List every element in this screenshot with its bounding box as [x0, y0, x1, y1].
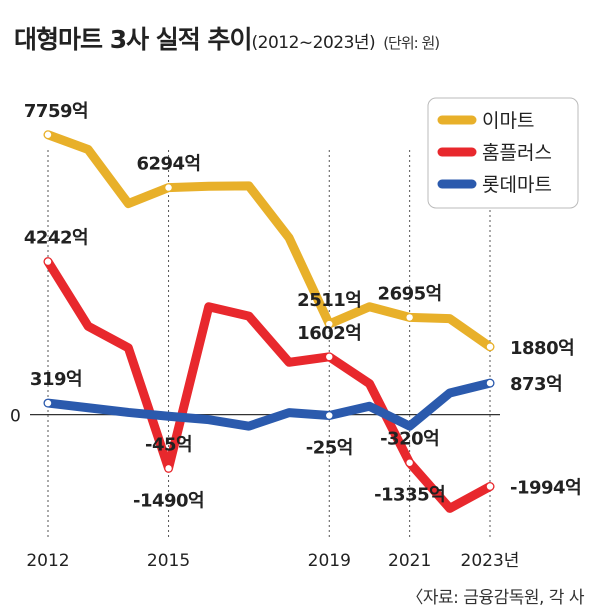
x-tick-label: 2021 [388, 551, 431, 571]
data-point [326, 353, 333, 361]
data-label: 1602억 [297, 323, 361, 344]
data-label: -1490억 [133, 490, 204, 511]
data-point [326, 320, 333, 328]
x-tick-label: 2019 [308, 551, 351, 571]
data-label: 4242억 [24, 228, 88, 249]
data-label: -25억 [306, 437, 353, 458]
data-point [165, 184, 172, 191]
data-point [326, 412, 333, 419]
data-point [44, 131, 52, 138]
data-point [44, 399, 52, 407]
x-tick-label: 2012 [26, 551, 69, 571]
chart-title-period: (2012~2023년) [251, 33, 376, 53]
data-point [486, 483, 494, 490]
data-label: 1880억 [510, 338, 574, 359]
data-point [486, 379, 494, 387]
data-label: -1994억 [510, 478, 581, 499]
data-label: 873억 [510, 374, 562, 395]
data-label: 2695억 [378, 283, 442, 304]
data-label: -320억 [380, 429, 439, 450]
series-line [43, 257, 495, 513]
chart-title-main: 대형마트 3사 실적 추이 [14, 25, 253, 54]
data-point [406, 314, 413, 321]
series-line [43, 378, 495, 431]
series-line [43, 130, 495, 352]
data-point [486, 343, 494, 350]
data-point [165, 465, 172, 472]
y-zero-label: 0 [10, 407, 21, 427]
legend-label: 홈플러스 [482, 142, 552, 164]
x-tick-label: 2015 [147, 551, 190, 571]
chart-title: 대형마트 3사 실적 추이(2012~2023년) (단위: 원) [14, 20, 440, 56]
chart-source: 〈자료: 금융감독원, 각 사 [406, 588, 584, 608]
chart-unit: (단위: 원) [383, 34, 440, 52]
data-label: 319억 [30, 369, 82, 390]
data-label: 7759억 [24, 101, 88, 122]
data-label: 2511억 [297, 290, 361, 311]
data-label: -45억 [145, 434, 192, 455]
legend-label: 롯데마트 [482, 174, 552, 196]
data-label: -1335억 [374, 485, 445, 506]
legend-label: 이마트 [482, 110, 534, 132]
data-label: 6294억 [136, 154, 200, 175]
data-point [44, 258, 52, 265]
data-point [406, 459, 413, 466]
x-tick-label: 2023년 [461, 551, 520, 571]
